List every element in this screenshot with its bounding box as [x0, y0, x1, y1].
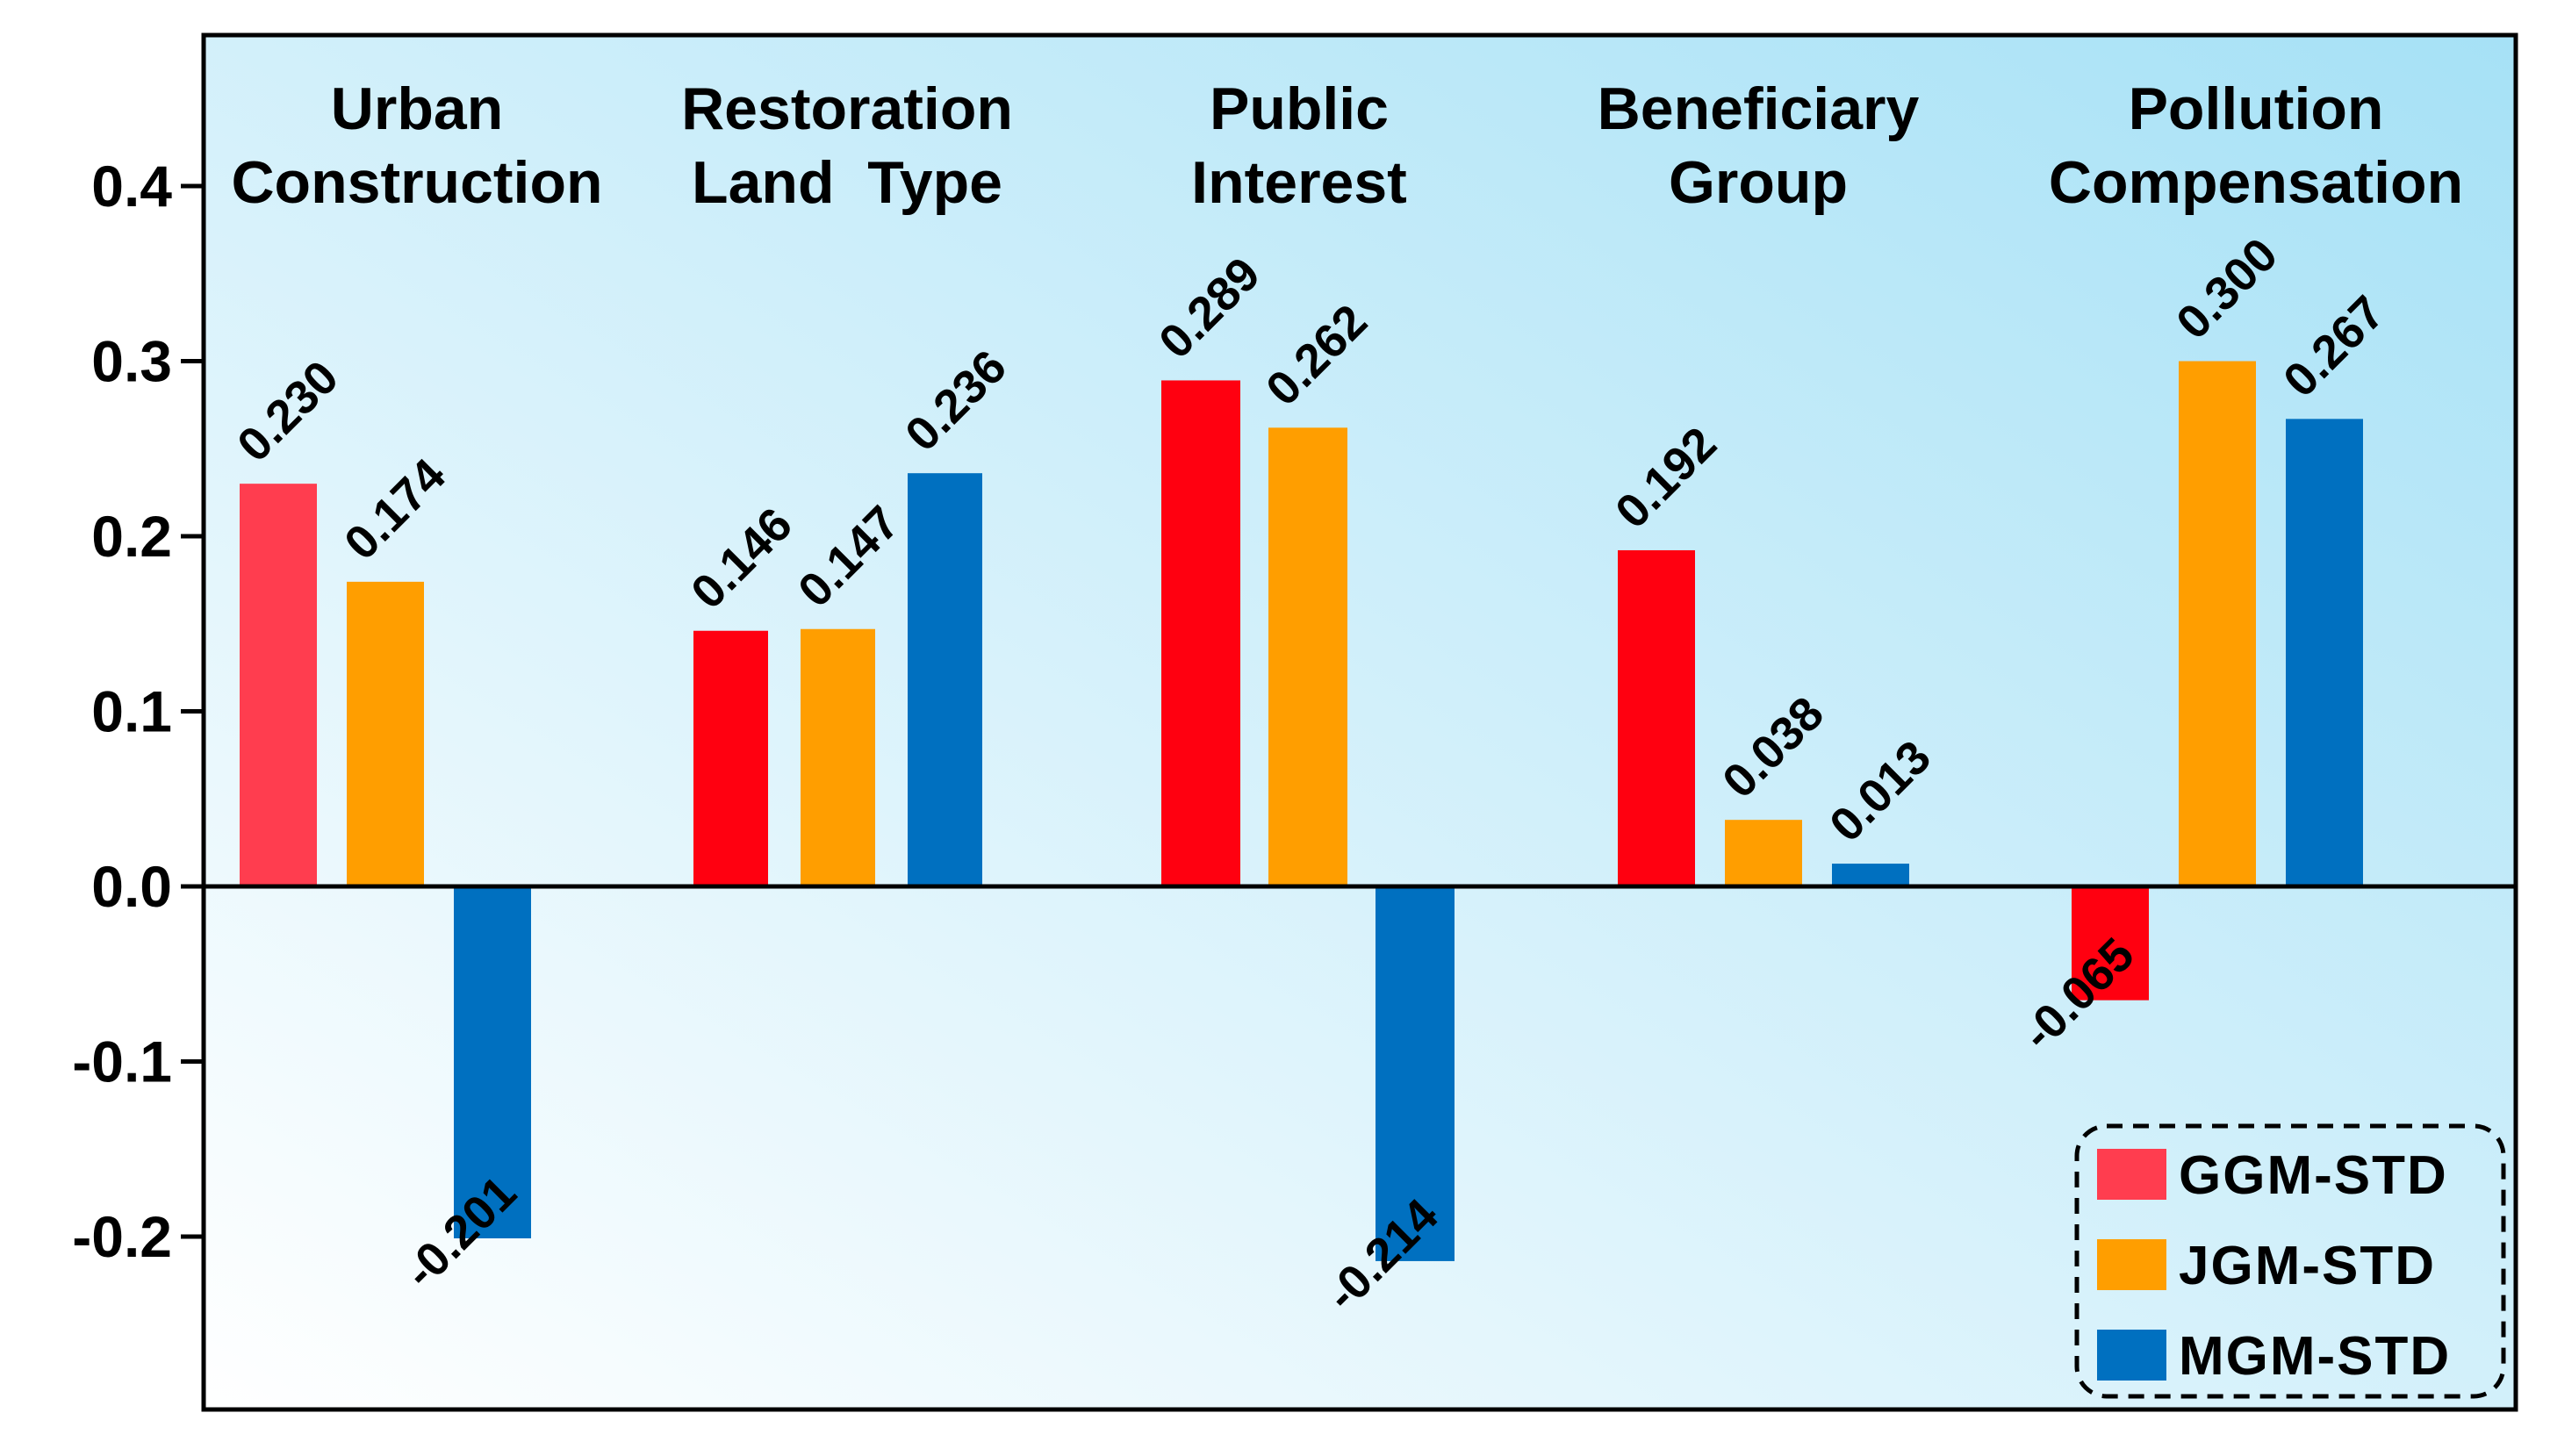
category-label: Construction	[231, 149, 602, 216]
bar-ggm-std-0	[240, 484, 317, 886]
legend-swatch-jgm-std	[2097, 1239, 2166, 1290]
bar-ggm-std-1	[693, 630, 768, 886]
bar-mgm-std-2	[1376, 886, 1455, 1261]
legend-label: JGM-STD	[2179, 1236, 2436, 1296]
y-tick-label: 0.1	[91, 679, 172, 744]
bar-mgm-std-3	[1832, 864, 1909, 886]
y-tick-label: 0.2	[91, 504, 172, 569]
legend-swatch-mgm-std	[2097, 1330, 2166, 1381]
category-label: Compensation	[2049, 149, 2463, 216]
y-tick-label: -0.2	[72, 1204, 172, 1269]
legend-box	[2074, 1123, 2506, 1399]
category-label: Public	[1210, 75, 1389, 142]
bar-mgm-std-4	[2286, 419, 2363, 887]
legend-label: MGM-STD	[2179, 1326, 2451, 1387]
y-tick-label: -0.1	[72, 1029, 172, 1094]
bar-jgm-std-0	[347, 581, 424, 886]
bar-jgm-std-1	[801, 628, 875, 886]
bar-jgm-std-2	[1268, 427, 1347, 886]
y-tick-label: 0.4	[91, 154, 172, 219]
y-axis-ticks: 0.4 0.3 0.2 0.1 0.0 -0.1 -0.2	[72, 154, 204, 1269]
category-label: Land Type	[692, 149, 1002, 216]
category-label: Group	[1669, 149, 1848, 216]
category-labels: Urban Construction Restoration Land Type Pub…	[231, 75, 2463, 216]
bar-mgm-std-1	[908, 473, 982, 886]
legend: GGM-STD JGM-STD MGM-STD	[2074, 1123, 2506, 1399]
bar-ggm-std-2	[1161, 380, 1240, 886]
plot-frame	[201, 32, 2518, 1412]
category-label: Pollution	[2129, 75, 2384, 142]
category-label: Urban	[331, 75, 503, 142]
y-tick-label: 0.3	[91, 329, 172, 394]
bar-ggm-std-3	[1618, 549, 1695, 886]
bar-mgm-std-0	[454, 886, 531, 1238]
category-label: Restoration	[681, 75, 1013, 142]
legend-swatch-ggm-std	[2097, 1149, 2166, 1200]
bar-ggm-std-4	[2072, 886, 2149, 1001]
category-label: Beneficiary	[1598, 75, 1920, 142]
plot-background	[204, 35, 2516, 1409]
bar-series	[240, 361, 2363, 1261]
y-tick-label: 0.0	[91, 854, 172, 919]
bar-jgm-std-4	[2179, 361, 2256, 886]
bar-jgm-std-3	[1725, 820, 1802, 886]
legend-label: GGM-STD	[2179, 1145, 2448, 1206]
category-label: Interest	[1191, 149, 1407, 216]
